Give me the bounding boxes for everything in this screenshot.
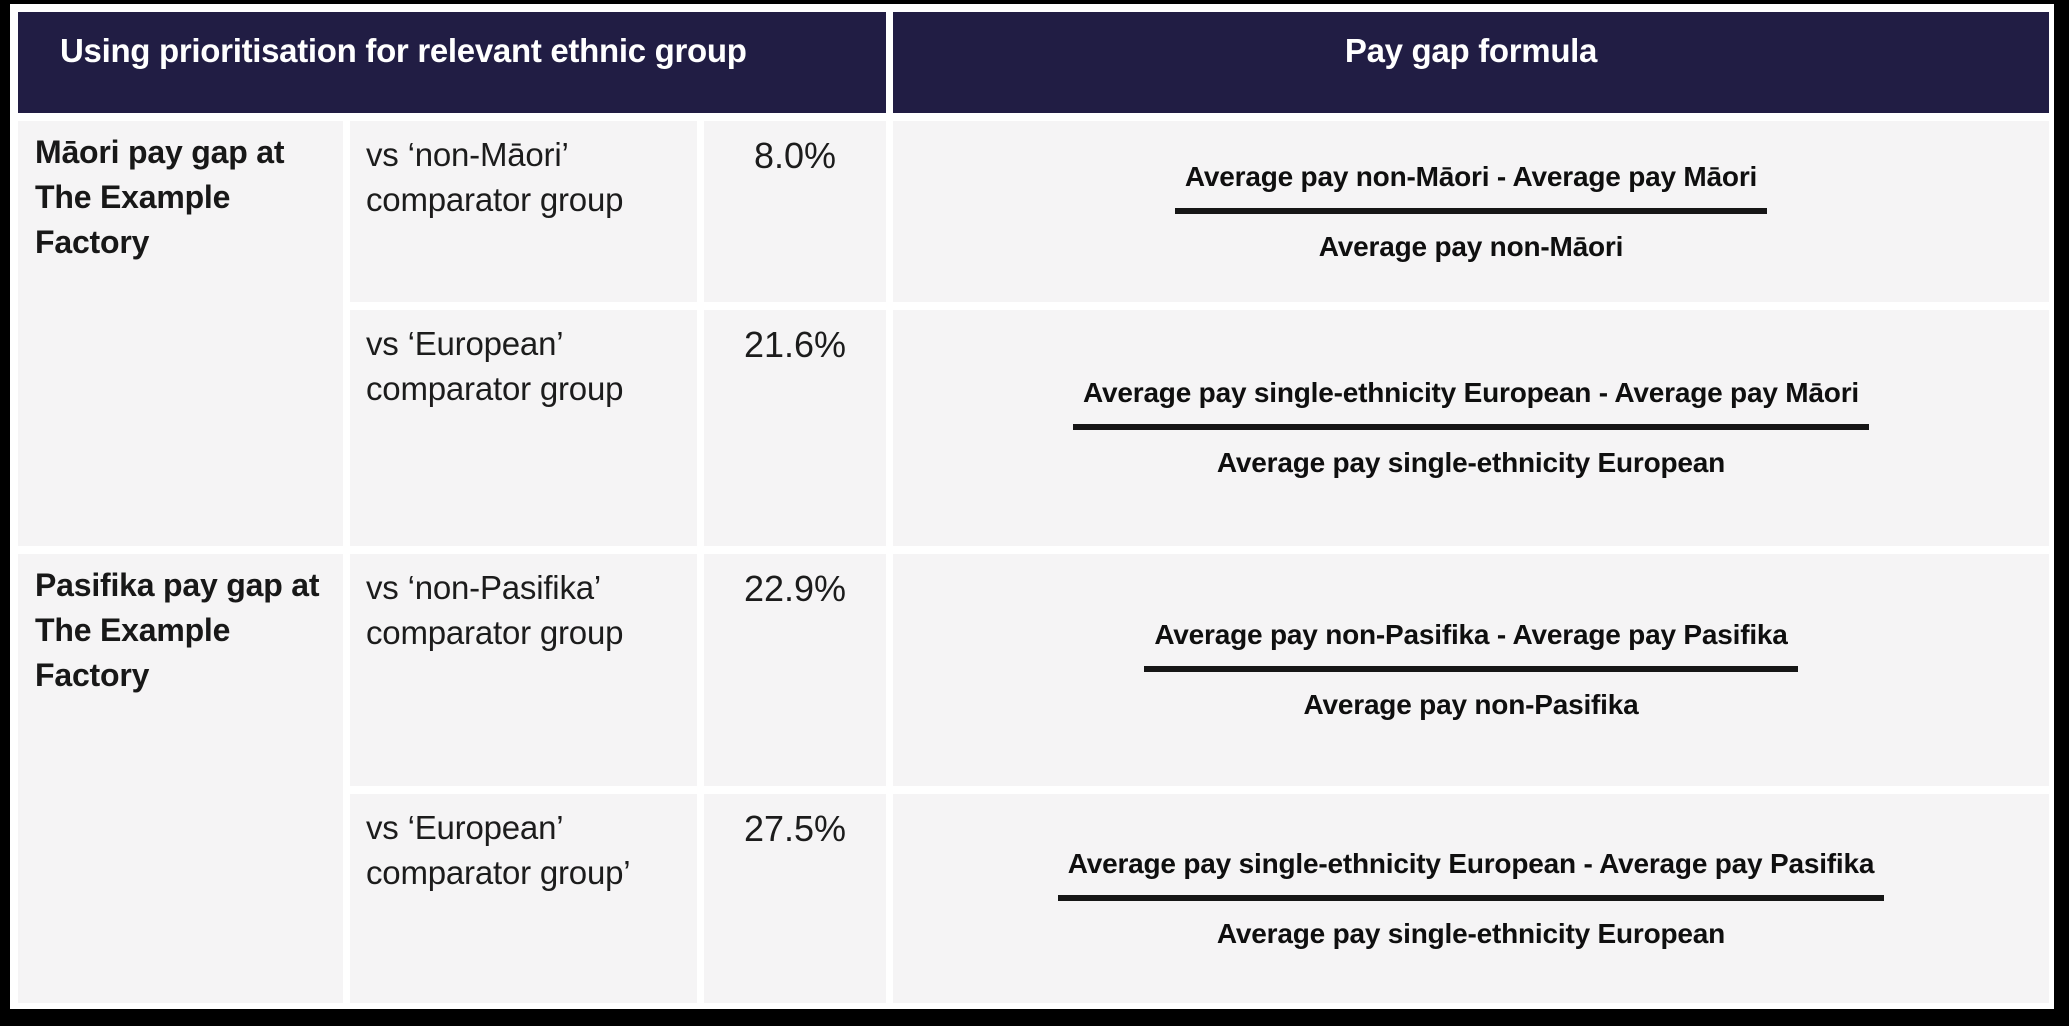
- comparator-text: vs ‘European’ comparator group: [366, 325, 624, 407]
- comparator-cell-pasifika-european: vs ‘European’ comparator group’: [350, 794, 697, 1003]
- fraction-numerator: Average pay non-Māori - Average pay Māor…: [1174, 161, 1768, 214]
- fraction: Average pay non-Māori - Average pay Māor…: [1174, 161, 1768, 263]
- pay-gap-value-maori-european: 21.6%: [704, 310, 886, 546]
- header-pay-gap-formula-label: Pay gap formula: [1344, 31, 1598, 69]
- pay-gap-value-non-maori: 8.0%: [704, 121, 886, 302]
- fraction: Average pay single-ethnicity European - …: [1073, 377, 1869, 479]
- pay-gap-table: Using prioritisation for relevant ethnic…: [18, 12, 2049, 1003]
- formula-cell-non-pasifika: Average pay non-Pasifika - Average pay P…: [893, 554, 2049, 786]
- fraction-denominator: Average pay single-ethnicity European: [1216, 917, 1726, 949]
- fraction-numerator: Average pay single-ethnicity European - …: [1057, 848, 1885, 901]
- row-group-label-pasifika: Pasifika pay gap at The Example Factory: [18, 554, 343, 1003]
- comparator-cell-non-pasifika: vs ‘non-Pasifika’ comparator group: [350, 554, 697, 786]
- fraction-denominator: Average pay non-Māori: [1318, 230, 1624, 262]
- pay-gap-value-non-pasifika: 22.9%: [704, 554, 886, 786]
- formula-cell-non-maori: Average pay non-Māori - Average pay Māor…: [893, 121, 2049, 302]
- fraction-numerator: Average pay non-Pasifika - Average pay P…: [1144, 619, 1798, 672]
- row-group-label-pasifika-text: Pasifika pay gap at The Example Factory: [35, 567, 320, 693]
- fraction-denominator: Average pay non-Pasifika: [1303, 689, 1639, 720]
- comparator-text: vs ‘non-Pasifika’ comparator group: [366, 569, 624, 651]
- comparator-text: vs ‘European’ comparator group’: [366, 809, 631, 891]
- header-ethnic-group: Using prioritisation for relevant ethnic…: [18, 12, 886, 113]
- fraction-denominator: Average pay single-ethnicity European: [1216, 447, 1726, 478]
- formula-cell-pasifika-european: Average pay single-ethnicity European - …: [893, 794, 2049, 1003]
- header-pay-gap-formula: Pay gap formula: [893, 12, 2049, 113]
- comparator-cell-maori-european: vs ‘European’ comparator group: [350, 310, 697, 546]
- header-ethnic-group-label: Using prioritisation for relevant ethnic…: [60, 31, 747, 69]
- fraction: Average pay non-Pasifika - Average pay P…: [1144, 619, 1798, 721]
- row-group-label-maori: Māori pay gap at The Example Factory: [18, 121, 343, 546]
- pay-gap-value-pasifika-european: 27.5%: [704, 794, 886, 1003]
- comparator-text: vs ‘non-Māori’ comparator group: [366, 136, 624, 218]
- formula-cell-maori-european: Average pay single-ethnicity European - …: [893, 310, 2049, 546]
- comparator-cell-non-maori: vs ‘non-Māori’ comparator group: [350, 121, 697, 302]
- row-group-label-maori-text: Māori pay gap at The Example Factory: [35, 134, 285, 260]
- fraction: Average pay single-ethnicity European - …: [1057, 848, 1885, 950]
- fraction-numerator: Average pay single-ethnicity European - …: [1073, 377, 1869, 430]
- pay-gap-table-card: Using prioritisation for relevant ethnic…: [10, 4, 2054, 1009]
